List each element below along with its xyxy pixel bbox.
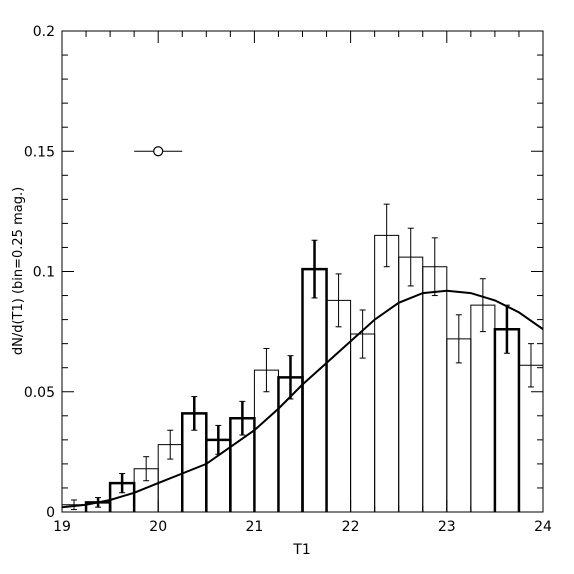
y-tick-label: 0.1	[33, 265, 55, 281]
histogram-bar	[326, 299, 352, 512]
histogram-bar	[470, 304, 496, 512]
histogram-bar	[350, 333, 376, 512]
marker-point	[153, 146, 164, 157]
y-axis-label: dN/d(T1) (bin=0.25 mag.)	[11, 187, 26, 355]
histogram-bar	[374, 234, 400, 512]
histogram-bar	[493, 327, 521, 512]
y-tick-label: 0.05	[24, 385, 55, 401]
x-tick-label: 19	[53, 519, 71, 535]
histogram-bars	[61, 234, 544, 512]
model-curve	[61, 289, 544, 509]
histogram-bar	[301, 267, 328, 512]
x-tick-label: 23	[438, 519, 456, 535]
x-tick-label: 24	[534, 519, 552, 535]
error-marker	[134, 146, 183, 157]
x-tick-label: 20	[149, 519, 167, 535]
histogram-bar	[422, 266, 448, 512]
histogram-bar	[446, 338, 472, 512]
error-bars	[71, 203, 534, 511]
y-tick-label: 0.15	[24, 144, 55, 160]
x-tick-label: 21	[245, 519, 263, 535]
tick-labels: 19 20 21 22 23 24 0 0.05 0.1 0.15 0.2	[24, 24, 552, 535]
y-tick-label: 0.2	[33, 24, 55, 40]
x-axis-label: T1	[292, 542, 310, 558]
x-tick-label: 22	[342, 519, 360, 535]
y-tick-label: 0	[46, 505, 55, 521]
